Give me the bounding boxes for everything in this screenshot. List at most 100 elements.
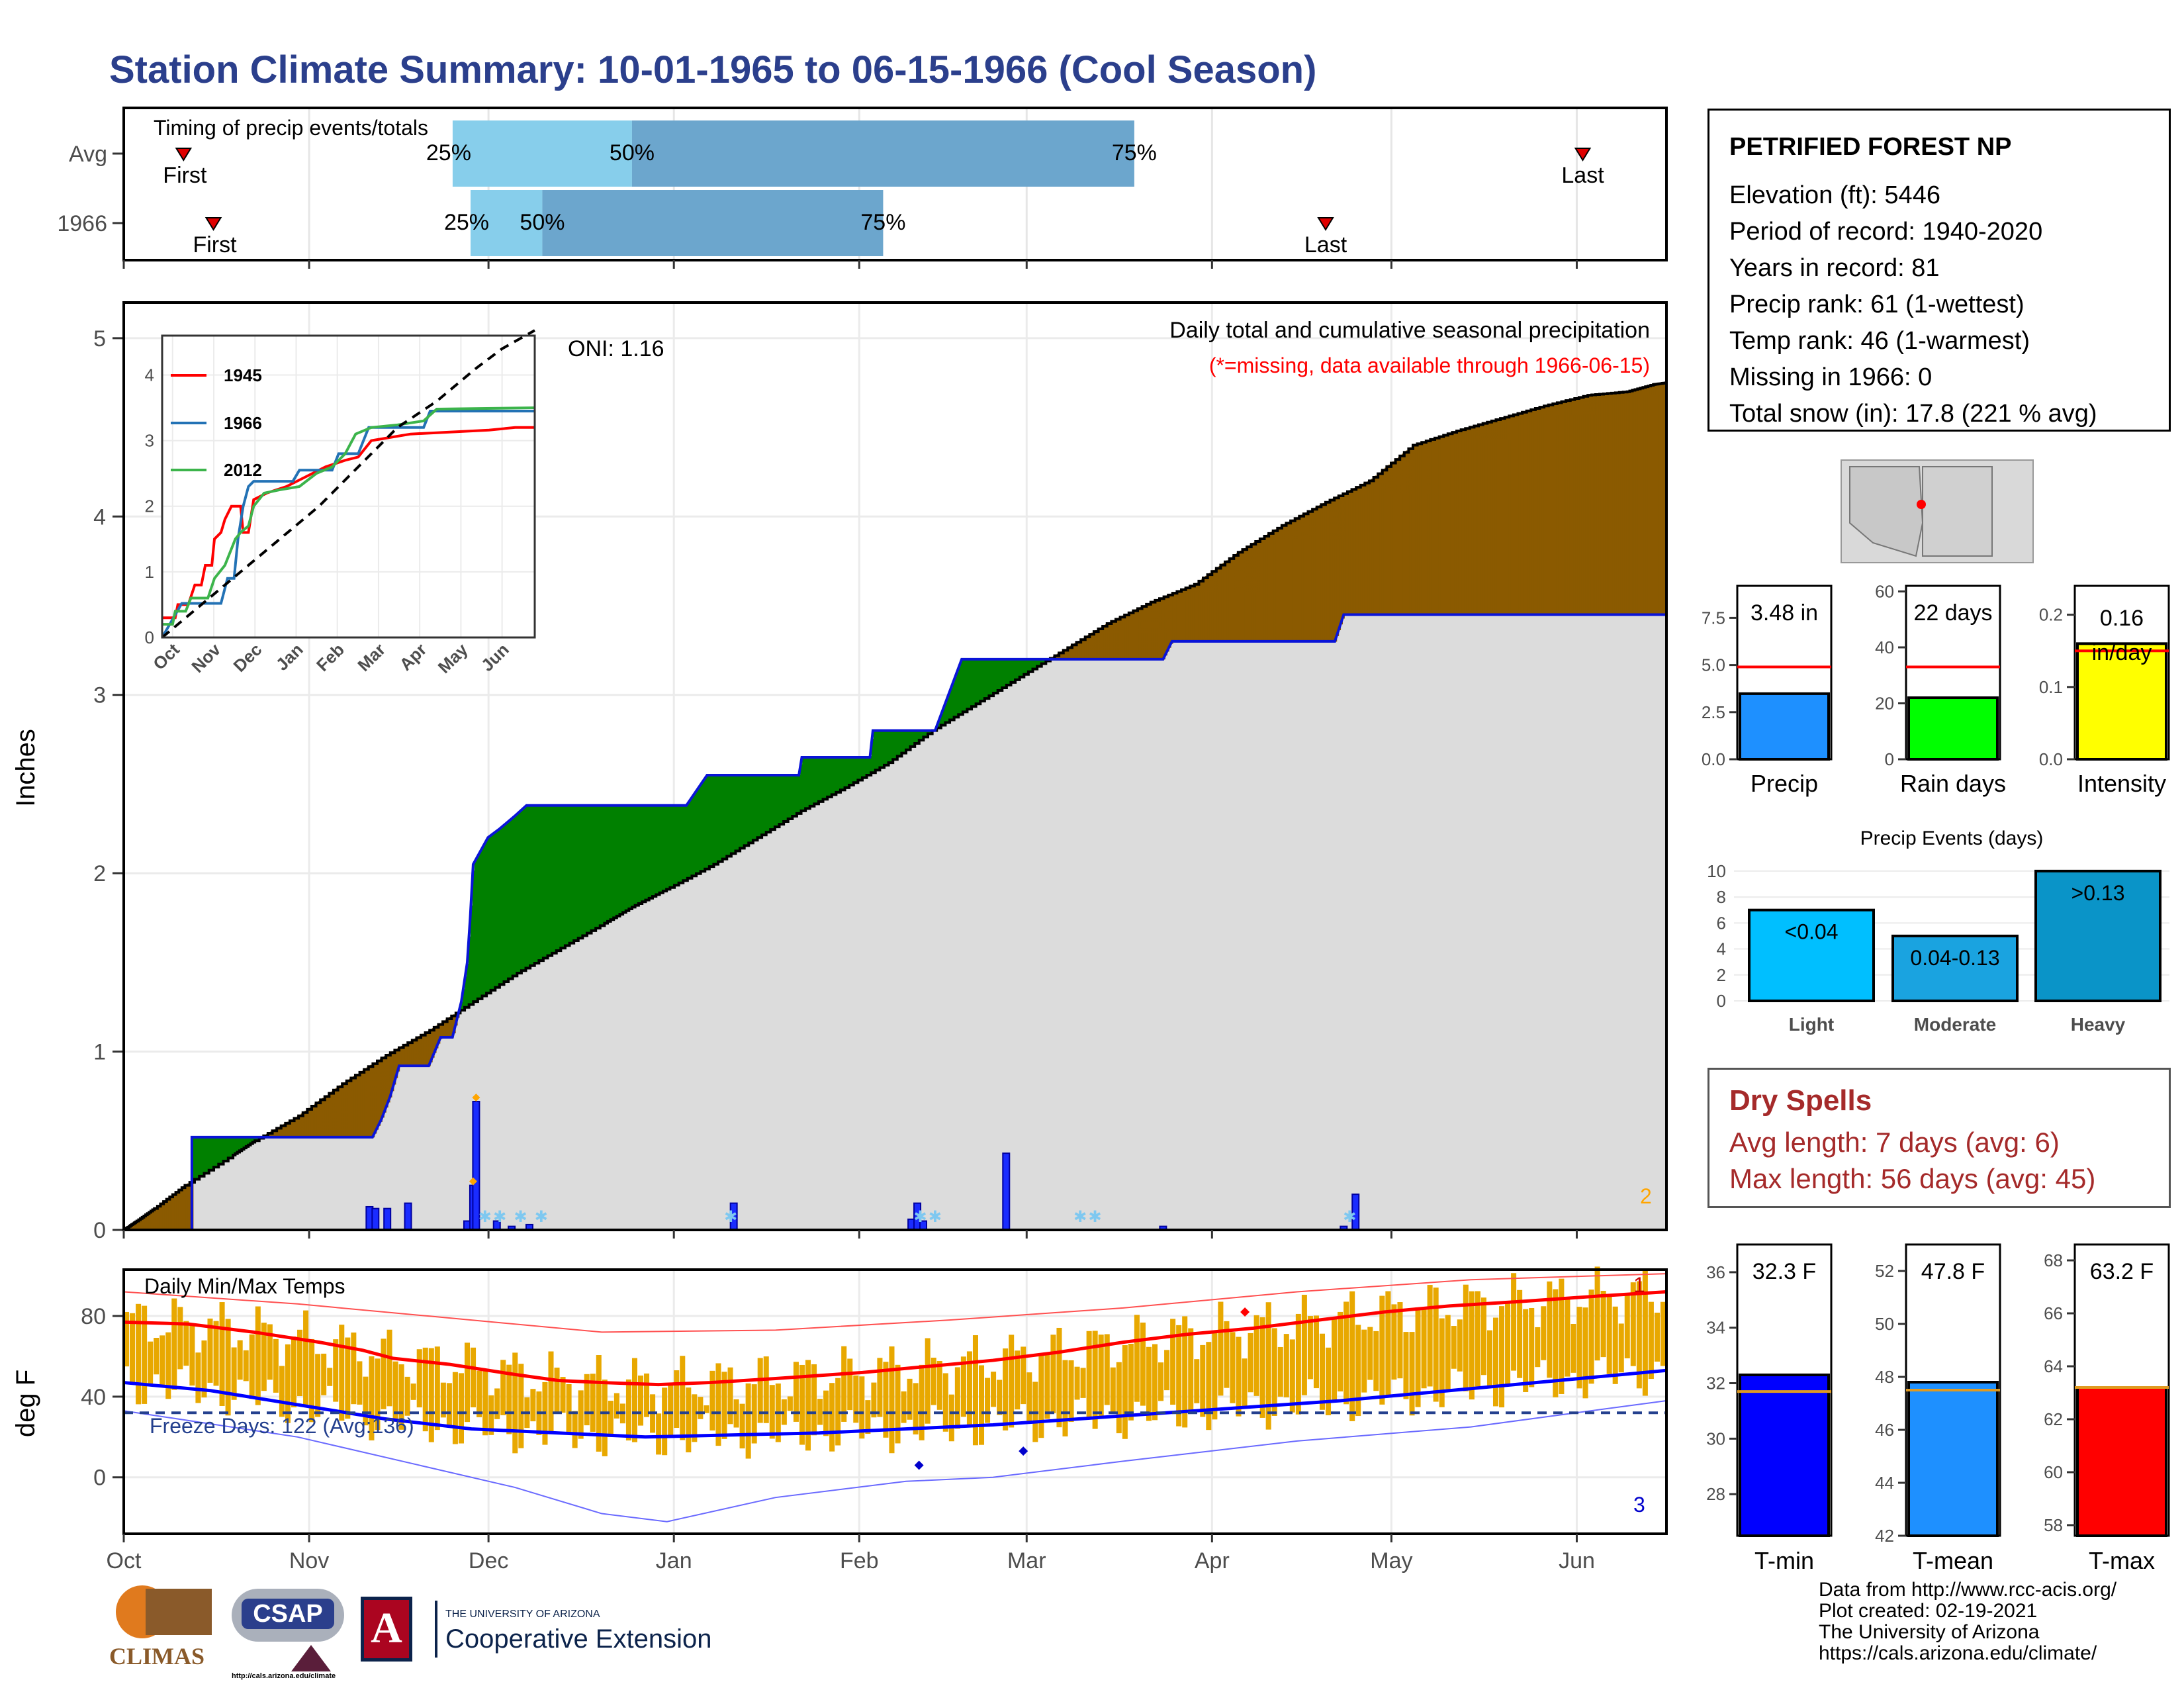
inset-legend-label: 2012 (224, 460, 262, 480)
daily-temp-bar (954, 1367, 960, 1429)
daily-temp-bar (1009, 1335, 1015, 1428)
station-period: Period of record: 1940-2020 (1729, 218, 2043, 246)
precip-title: Daily total and cumulative seasonal prec… (1169, 318, 1650, 343)
precip-summary-ytick-label: 60 (1875, 581, 1894, 601)
daily-temp-bar (769, 1385, 775, 1439)
station-location-icon (1917, 500, 1926, 509)
daily-temp-bar (219, 1302, 225, 1406)
temp-record-marker-icon (1240, 1307, 1250, 1317)
temp-ytick-label: 0 (93, 1466, 106, 1491)
daily-temp-bar (1343, 1301, 1349, 1405)
daily-temp-bar (1295, 1313, 1301, 1415)
daily-temp-bar (1523, 1309, 1529, 1392)
daily-temp-bar (1660, 1301, 1666, 1366)
arizona-shape (1849, 466, 1924, 557)
daily-temp-bar (1415, 1307, 1421, 1407)
timing-label-75: 75% (1112, 140, 1157, 165)
events-bar (2034, 869, 2161, 1003)
inset-ytick-label: 4 (145, 365, 154, 385)
daily-temp-bar (1600, 1290, 1606, 1358)
daily-temp-bar (494, 1388, 500, 1419)
average-cumulative-line (123, 381, 1668, 1231)
daily-temp-bar (345, 1337, 351, 1419)
daily-temp-bar (1582, 1307, 1588, 1399)
daily-temp-bar (985, 1378, 991, 1423)
daily-temp-bar (841, 1346, 847, 1422)
daily-temp-bar (715, 1363, 721, 1446)
precip-summary-value-text: 0.16 (2100, 606, 2144, 631)
daily-temp-bar (614, 1393, 619, 1419)
inset-frame (161, 334, 536, 639)
precip-summary-value-text: 3.48 in (1751, 600, 1818, 626)
temp-summary-ytick-label: 68 (2044, 1250, 2063, 1270)
daily-temp-bar (195, 1352, 201, 1403)
daily-precip-bar (383, 1207, 392, 1231)
daily-temp-bar (1535, 1327, 1541, 1368)
snow-day-icon: ✱ (493, 1208, 506, 1226)
daily-temp-bar (1511, 1273, 1517, 1371)
timing-label-50: 50% (610, 140, 655, 165)
daily-temp-bar (375, 1358, 381, 1430)
daily-temp-bar (1326, 1347, 1332, 1415)
daily-temp-bar (763, 1356, 769, 1423)
temp-summary-ytick-label: 58 (2044, 1515, 2063, 1535)
csap-url: http://cals.arizona.edu/climate (232, 1672, 336, 1680)
daily-temp-bar (249, 1334, 255, 1399)
daily-temp-bar (1182, 1316, 1188, 1428)
timing-category-label: 1966 (57, 211, 107, 236)
daily-temp-bar (1612, 1306, 1618, 1384)
precip-ytick-label: 2 (93, 861, 106, 886)
daily-temp-bar (1062, 1360, 1068, 1436)
ua-logo: A THE UNIVERSITY OF ARIZONA Cooperative … (361, 1597, 745, 1669)
daily-temp-bar (1050, 1335, 1056, 1413)
page-title: Station Climate Summary: 10-01-1965 to 0… (109, 48, 1317, 91)
first-marker-icon (205, 217, 222, 231)
daily-temp-bar (1338, 1311, 1343, 1391)
daily-temp-bar (1188, 1328, 1194, 1411)
precip-summary-value-bar (1739, 692, 1830, 761)
daily-temp-bar (1313, 1315, 1319, 1389)
daily-temp-bar (1206, 1342, 1212, 1430)
daily-temp-bar (387, 1329, 392, 1407)
daily-temp-bar (398, 1364, 404, 1430)
daily-temp-bar (948, 1394, 954, 1442)
events-bar-label: >0.13 (2071, 881, 2125, 905)
dry-spells-box: Dry Spells Avg length: 7 days (avg: 6) M… (1707, 1068, 2171, 1208)
daily-temp-bar (506, 1364, 512, 1434)
precip-ytick-label: 3 (93, 683, 106, 708)
daily-temp-bar (1361, 1329, 1367, 1393)
events-title: Precip Events (days) (1860, 827, 2044, 849)
station-name: PETRIFIED FOREST NP (1729, 133, 2012, 161)
daily-temp-bar (751, 1384, 757, 1444)
daily-temp-bar (1576, 1307, 1582, 1389)
daily-temp-bar (482, 1371, 488, 1436)
station-years: Years in record: 81 (1729, 254, 1940, 282)
station-temp-rank: Temp rank: 46 (1-warmest) (1729, 327, 2030, 355)
precip-summary-ytick-label: 0.2 (2039, 605, 2063, 625)
temp-summary-label: T-mean (1913, 1547, 1993, 1574)
temp-summary-ytick-label: 32 (1706, 1374, 1725, 1393)
temp-summary-ytick-label: 34 (1706, 1318, 1725, 1338)
daily-temp-bar (124, 1311, 130, 1367)
daily-temp-bar (1480, 1297, 1486, 1376)
snow-day-icon: ✱ (1073, 1208, 1087, 1226)
daily-temp-bar (997, 1380, 1003, 1415)
events-ytick-label: 2 (1717, 965, 1726, 985)
credit-url: https://cals.arizona.edu/climate/ (1819, 1642, 2097, 1664)
daily-temp-bar (1248, 1333, 1253, 1393)
daily-temp-bar (1021, 1346, 1026, 1405)
station-elevation: Elevation (ft): 5446 (1729, 181, 1940, 209)
daily-temp-bar (1128, 1343, 1134, 1421)
temp-summary-ytick-label: 46 (1875, 1420, 1894, 1440)
daily-temp-bar (1642, 1270, 1648, 1396)
daily-temp-bar (1301, 1294, 1307, 1395)
daily-temp-bar (1271, 1328, 1277, 1416)
timing-bar-q2 (631, 120, 1134, 187)
daily-temp-bar (530, 1389, 536, 1422)
daily-temp-bar (1606, 1296, 1612, 1374)
daily-temp-bar (901, 1391, 907, 1423)
temp-record-marker-icon (914, 1460, 924, 1470)
snow-day-icon: ✱ (514, 1208, 527, 1226)
daily-temp-bar (1307, 1316, 1313, 1380)
daily-temp-bar (1044, 1353, 1050, 1419)
